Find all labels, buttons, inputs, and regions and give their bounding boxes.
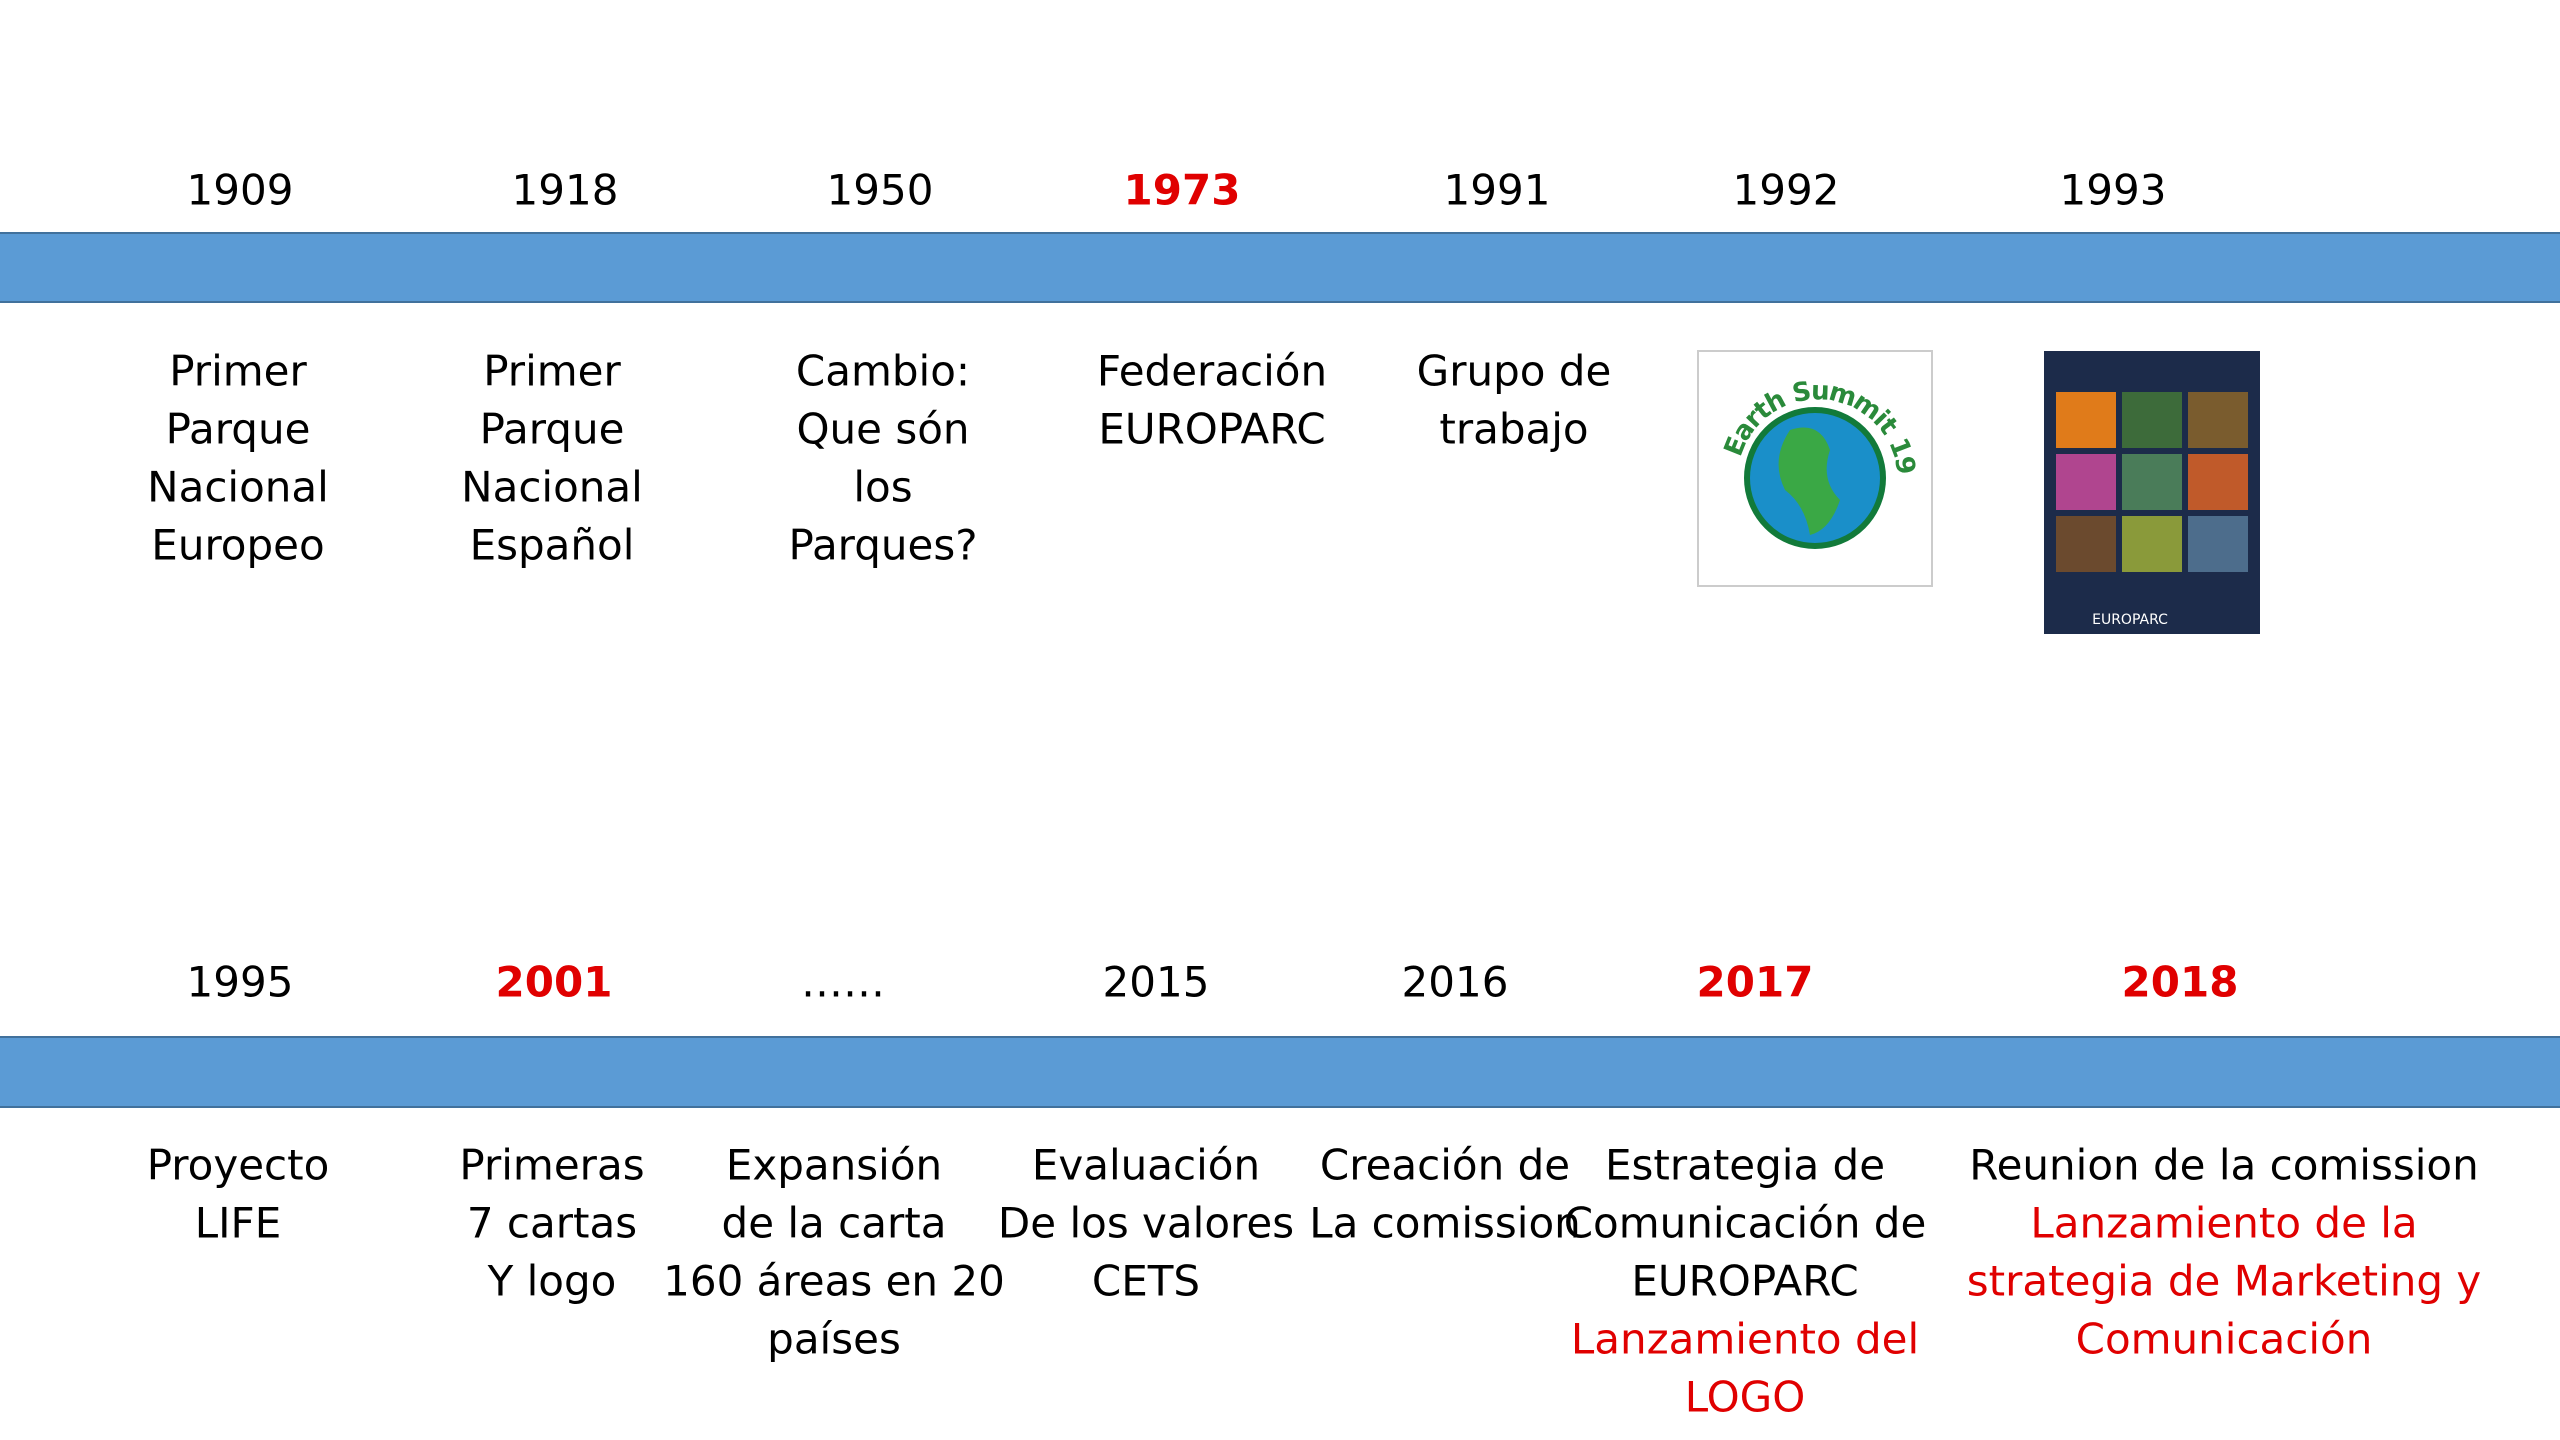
- year-label: 1973: [1124, 166, 1241, 215]
- event-description: strategia de Marketing y: [1967, 1257, 2481, 1306]
- event-description: Expansión: [726, 1141, 942, 1190]
- year-label: 1995: [187, 958, 294, 1007]
- cover-photo: [2188, 516, 2248, 572]
- year-label: 1909: [187, 166, 294, 215]
- event-description: Primeras: [459, 1141, 644, 1190]
- event-description: Federación: [1097, 347, 1327, 396]
- event-description: Creación de: [1320, 1141, 1570, 1190]
- event-description: de la carta: [722, 1199, 947, 1248]
- event-description: Comunicación de: [1564, 1199, 1927, 1248]
- year-label: 2001: [496, 958, 613, 1007]
- event-description: trabajo: [1439, 405, 1588, 454]
- event-description: Estrategia de: [1605, 1141, 1885, 1190]
- cover-photo: [2056, 516, 2116, 572]
- year-label: 1992: [1733, 166, 1840, 215]
- cover-photo: [2056, 392, 2116, 448]
- event-description: EUROPARC: [1631, 1257, 1858, 1306]
- year-label: 1918: [512, 166, 619, 215]
- event-description: Parque: [480, 405, 625, 454]
- year-label: ……: [801, 958, 885, 1007]
- event-description: Parques?: [789, 521, 978, 570]
- event-description: Lanzamiento de la: [2030, 1199, 2417, 1248]
- year-label: 2015: [1103, 958, 1210, 1007]
- year-label: 2018: [2122, 958, 2239, 1007]
- event-description: Reunion de la comission: [1969, 1141, 2478, 1190]
- event-description: Comunicación: [2076, 1315, 2373, 1364]
- event-description: Primer: [483, 347, 621, 396]
- cover-title: EUROPARC: [2092, 612, 2168, 628]
- cover-photo: [2188, 454, 2248, 510]
- cover-photo: [2122, 516, 2182, 572]
- event-description: LOGO: [1685, 1373, 1806, 1422]
- event-description: Y logo: [487, 1257, 617, 1306]
- event-description: Evaluación: [1032, 1141, 1260, 1190]
- event-description: De los valores: [998, 1199, 1294, 1248]
- year-label: 1993: [2060, 166, 2167, 215]
- event-description: Cambio:: [796, 347, 970, 396]
- event-description: La comission: [1309, 1199, 1581, 1248]
- event-description: Lanzamiento del: [1571, 1315, 1919, 1364]
- event-description: 160 áreas en 20: [663, 1257, 1005, 1306]
- event-description: EUROPARC: [1098, 405, 1325, 454]
- event-description: Parque: [166, 405, 311, 454]
- event-description: Primer: [169, 347, 307, 396]
- event-description: los: [853, 463, 912, 512]
- slide: 1909 Primer Parque Nacional Europeo 1918 Prime…: [0, 0, 2560, 1440]
- event-description: Europeo: [151, 521, 324, 570]
- event-description: Grupo de: [1417, 347, 1612, 396]
- event-description: Proyecto: [147, 1141, 330, 1190]
- cover-photo: [2188, 392, 2248, 448]
- event-description: países: [767, 1315, 901, 1364]
- year-label: 2016: [1402, 958, 1509, 1007]
- year-label: 1950: [827, 166, 934, 215]
- year-label: 1991: [1444, 166, 1551, 215]
- event-description: CETS: [1092, 1257, 1200, 1306]
- event-description: LIFE: [195, 1199, 281, 1248]
- event-description: Nacional: [461, 463, 643, 512]
- year-label: 2017: [1697, 958, 1814, 1007]
- cover-photo: [2056, 454, 2116, 510]
- event-description: Nacional: [147, 463, 329, 512]
- cover-photo: [2122, 392, 2182, 448]
- timeline-bar: [0, 1037, 2560, 1107]
- event-description: Español: [470, 521, 635, 570]
- timeline-bar: [0, 233, 2560, 302]
- event-description: 7 cartas: [467, 1199, 637, 1248]
- cover-photo: [2122, 454, 2182, 510]
- event-description: Que són: [796, 405, 969, 454]
